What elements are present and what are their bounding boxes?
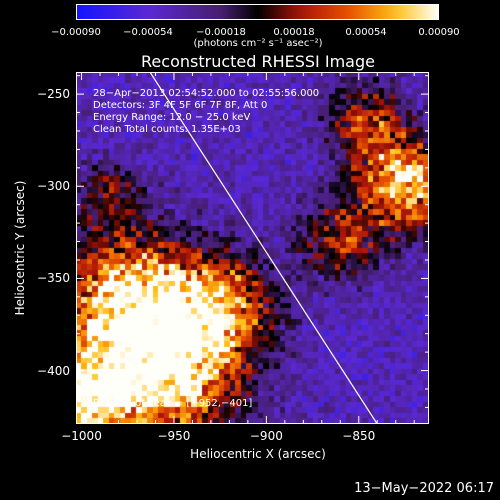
annotation-time-range: 28−Apr−2013 02:54:52.000 to 02:55:56.000 [93,88,320,99]
annotation-energy-range: Energy Range: 12.0 − 25.0 keV [93,112,251,123]
y-tick-label: −350 [37,271,70,286]
x-tick-label: −950 [157,429,191,443]
colorbar-tick-label: −0.00090 [51,27,101,38]
x-axis-label: Heliocentric X (arcsec) [190,447,326,461]
plot-frame [76,72,429,424]
annotation-peak-position: Position of Peak = [−952,−401] [93,398,253,409]
colorbar-tick-label: 0.00054 [345,27,387,38]
heatmap-image [76,72,429,424]
colorbar-tick-label: −0.00054 [123,27,173,38]
x-tick-label: −1000 [61,429,102,443]
colorbar-tick-label: 0.00090 [418,27,460,38]
chart-title: Reconstructed RHESSI Image [141,52,375,71]
solar-limb-line [149,72,378,424]
y-tick-label: −300 [37,179,70,194]
annotation-detectors: Detectors: 3F 4F 5F 6F 7F 8F, Att 0 [93,100,268,111]
colorbar [76,4,439,20]
render-timestamp: 13−May−2022 06:17 [354,481,494,496]
x-tick-label: −900 [249,429,283,443]
y-axis-label: Heliocentric Y (arcsec) [13,180,27,316]
x-tick-label: −850 [342,429,376,443]
colorbar-units: (photons cm⁻² s⁻¹ asec⁻²) [193,38,323,49]
plot-overlay [76,72,429,424]
colorbar-tick-label: −0.00018 [196,27,246,38]
annotation-clean-counts: Clean Total counts: 1.35E+03 [93,124,241,135]
colorbar-tick-label: 0.00018 [273,27,315,38]
y-tick-label: −250 [37,87,70,102]
y-tick-label: −400 [37,363,70,378]
